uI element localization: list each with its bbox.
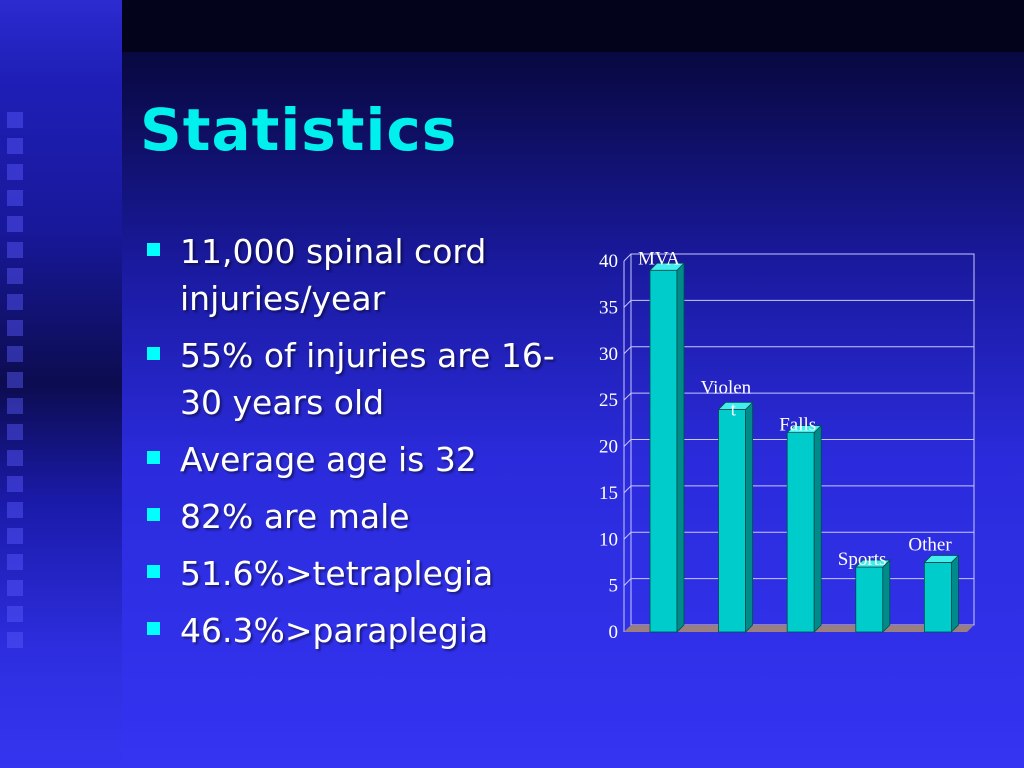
- decorative-square: [7, 190, 23, 206]
- gridline-slant: [623, 346, 632, 355]
- bar-top: [649, 262, 685, 271]
- bullet-square-icon: [147, 565, 160, 578]
- bullet-text: 46.3%>paraplegia: [180, 611, 489, 650]
- decorative-squares: [4, 112, 30, 652]
- decorative-square: [7, 164, 23, 180]
- bar-top: [854, 559, 891, 568]
- bullet-text: 82% are male: [180, 497, 410, 536]
- bar: [786, 432, 815, 633]
- bullet-item: 51.6%>tetraplegia: [140, 550, 560, 597]
- category-label-line: t: [731, 399, 737, 420]
- top-dark-band: [122, 0, 1024, 52]
- decorative-square: [7, 346, 23, 362]
- category-label: Violen t: [701, 377, 752, 420]
- bar-top: [717, 401, 754, 410]
- bullet-text: 51.6%>tetraplegia: [180, 554, 494, 593]
- bullet-item: 55% of injuries are 16-30 years old: [140, 332, 560, 426]
- bullet-text: 11,000 spinal cord injuries/year: [180, 232, 487, 318]
- decorative-square: [7, 476, 23, 492]
- decorative-square: [7, 424, 23, 440]
- decorative-square: [7, 450, 23, 466]
- decorative-square: [7, 528, 23, 544]
- category-label: Falls: [779, 415, 816, 436]
- bullet-item: 82% are male: [140, 493, 560, 540]
- slide-title: Statistics: [140, 96, 458, 164]
- bar-side: [882, 559, 891, 633]
- bar: [649, 269, 678, 633]
- bullet-square-icon: [147, 622, 160, 635]
- gridline-slant: [623, 439, 632, 447]
- y-tick-label: 25: [599, 390, 618, 411]
- bar-top: [923, 555, 960, 563]
- gridline-slant: [623, 392, 632, 401]
- decorative-square: [7, 372, 23, 388]
- category-label: Other: [908, 534, 952, 555]
- y-tick-label: 40: [599, 251, 618, 272]
- bullet-square-icon: [147, 243, 160, 256]
- injury-cause-bar-chart: 0 5 10 15 20 25 30 35 40 MVA Violen t Falls Sports Oth…: [599, 248, 975, 643]
- bullet-square-icon: [147, 451, 160, 464]
- left-decorative-strip: [0, 0, 122, 768]
- category-label-line: Falls: [779, 415, 816, 436]
- bullet-square-icon: [147, 508, 160, 521]
- decorative-square: [7, 294, 23, 310]
- decorative-square: [7, 398, 23, 414]
- decorative-square: [7, 112, 23, 128]
- gridline-slant: [623, 531, 632, 540]
- y-tick-label: 0: [609, 622, 619, 643]
- y-tick-label: 15: [599, 483, 618, 504]
- bar: [855, 566, 884, 633]
- bullet-item: 11,000 spinal cord injuries/year: [140, 228, 560, 322]
- y-tick-label: 5: [609, 576, 619, 597]
- y-tick-label: 10: [599, 529, 618, 550]
- bullet-item: Average age is 32: [140, 436, 560, 483]
- decorative-square: [7, 320, 23, 336]
- bar-side: [950, 554, 959, 633]
- bullet-list: 11,000 spinal cord injuries/year 55% of …: [140, 228, 560, 664]
- decorative-square: [7, 580, 23, 596]
- decorative-square: [7, 554, 23, 570]
- category-label-line: MVA: [638, 248, 680, 269]
- category-label: MVA: [638, 248, 680, 269]
- bar-side: [676, 262, 685, 633]
- bar-side: [813, 424, 822, 633]
- bullet-text: Average age is 32: [180, 440, 477, 479]
- category-label-line: Other: [908, 534, 952, 555]
- bullet-item: 46.3%>paraplegia: [140, 607, 560, 654]
- bar: [718, 408, 747, 633]
- decorative-square: [7, 216, 23, 232]
- decorative-square: [7, 242, 23, 258]
- gridline-slant: [623, 253, 632, 262]
- gridline-slant: [623, 485, 632, 494]
- decorative-square: [7, 138, 23, 154]
- y-tick-label: 20: [599, 437, 618, 458]
- gridline-slant: [623, 578, 632, 586]
- y-tick-label: 35: [599, 297, 618, 318]
- gridline-slant: [623, 300, 632, 308]
- bar: [923, 562, 952, 633]
- decorative-square: [7, 606, 23, 622]
- bar-side: [745, 401, 754, 633]
- decorative-square: [7, 268, 23, 284]
- bullet-text: 55% of injuries are 16-30 years old: [180, 336, 555, 422]
- bar-top: [786, 425, 823, 433]
- category-label-line: Violen: [701, 377, 752, 398]
- bullet-square-icon: [147, 347, 160, 360]
- decorative-square: [7, 502, 23, 518]
- category-label-line: Sports: [838, 549, 887, 570]
- decorative-square: [7, 632, 23, 648]
- y-tick-label: 30: [599, 344, 618, 365]
- category-label: Sports: [838, 549, 887, 570]
